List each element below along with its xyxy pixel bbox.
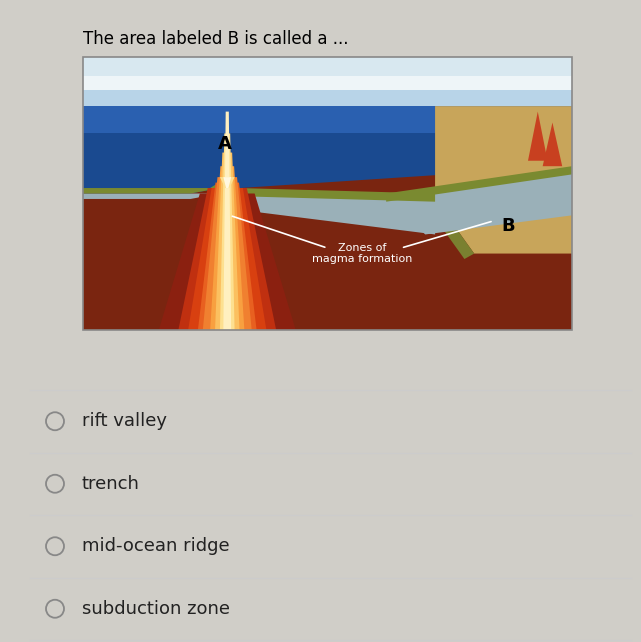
Polygon shape bbox=[83, 57, 572, 76]
Polygon shape bbox=[83, 76, 572, 90]
Text: Zones of
magma formation: Zones of magma formation bbox=[312, 243, 412, 265]
Polygon shape bbox=[543, 123, 562, 166]
Polygon shape bbox=[435, 106, 572, 254]
Polygon shape bbox=[83, 166, 572, 330]
Polygon shape bbox=[223, 177, 231, 188]
Polygon shape bbox=[198, 182, 256, 330]
Text: mid-ocean ridge: mid-ocean ridge bbox=[82, 537, 229, 555]
Polygon shape bbox=[83, 193, 220, 199]
Text: B: B bbox=[502, 217, 515, 235]
Polygon shape bbox=[83, 106, 572, 193]
Polygon shape bbox=[425, 199, 474, 259]
Polygon shape bbox=[178, 188, 276, 330]
Polygon shape bbox=[203, 177, 252, 330]
Polygon shape bbox=[220, 134, 235, 330]
Polygon shape bbox=[210, 166, 244, 330]
Text: rift valley: rift valley bbox=[82, 412, 167, 430]
Text: subduction zone: subduction zone bbox=[82, 600, 230, 618]
Polygon shape bbox=[215, 153, 240, 330]
Bar bbox=[83, 57, 572, 330]
Text: The area labeled B is called a ...: The area labeled B is called a ... bbox=[83, 30, 349, 48]
Polygon shape bbox=[386, 171, 572, 234]
Polygon shape bbox=[386, 166, 572, 202]
Text: A: A bbox=[218, 135, 232, 153]
Polygon shape bbox=[83, 106, 572, 134]
Polygon shape bbox=[220, 177, 235, 188]
Text: trench: trench bbox=[82, 474, 140, 493]
Polygon shape bbox=[83, 188, 220, 193]
Polygon shape bbox=[159, 193, 296, 330]
Polygon shape bbox=[240, 193, 435, 234]
Polygon shape bbox=[188, 188, 267, 330]
Bar bbox=[83, 57, 572, 330]
Polygon shape bbox=[223, 112, 231, 330]
Polygon shape bbox=[210, 177, 240, 193]
Polygon shape bbox=[83, 90, 572, 106]
Polygon shape bbox=[240, 188, 435, 202]
Polygon shape bbox=[528, 112, 547, 160]
